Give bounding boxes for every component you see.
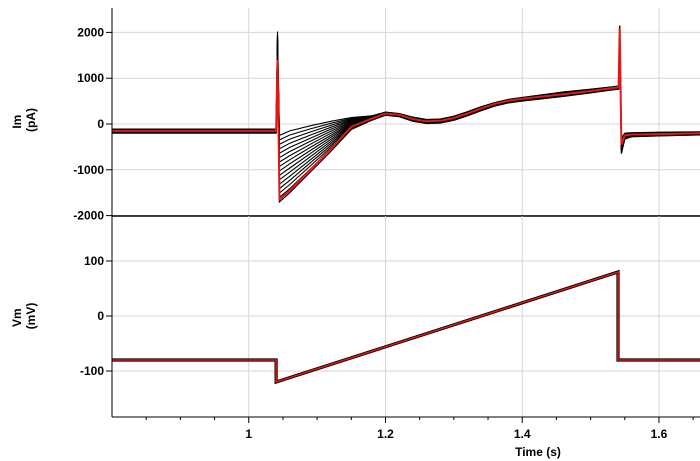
current-trace-sweep — [112, 28, 700, 168]
current-trace-sweep — [112, 30, 700, 186]
current-trace-sweep — [112, 31, 700, 199]
time-tick-label: 1.2 — [377, 427, 394, 441]
current-y-tick-label: 1000 — [77, 71, 104, 85]
current-trace-sweep — [112, 29, 700, 172]
current-trace-sweep — [112, 29, 700, 177]
voltage-panel: 100 0 -100 1 1.2 1.4 1.6 Vm (mV) Time (s) — [10, 216, 700, 459]
current-trace-sweep — [112, 31, 700, 195]
voltage-axis-label: Vm (mV) — [10, 303, 38, 330]
current-trace-sweep — [112, 27, 700, 159]
voltage-y-tick-label: 100 — [84, 254, 104, 268]
voltage-command-curve — [112, 269, 700, 385]
current-gridlines — [112, 8, 700, 217]
voltage-y-ticks: 100 0 -100 — [80, 254, 112, 378]
current-axis-name: Im — [10, 115, 24, 129]
time-x-ticks: 1 1.2 1.4 1.6 — [145, 417, 694, 441]
current-panel: 2000 1000 0 -1000 -2000 Im (pA) — [10, 8, 700, 223]
current-axis-label: Im (pA) — [10, 108, 38, 132]
current-axis-unit: (pA) — [24, 108, 38, 132]
current-trace-sweep — [112, 30, 700, 181]
current-y-tick-label: -2000 — [73, 209, 104, 223]
voltage-axis-name: Vm — [10, 308, 24, 327]
current-y-tick-label: 2000 — [77, 25, 104, 39]
current-y-ticks: 2000 1000 0 -1000 -2000 — [73, 25, 112, 223]
time-tick-label: 1.6 — [651, 427, 668, 441]
voltage-y-tick-label: -100 — [80, 364, 104, 378]
current-trace-sweep — [112, 30, 700, 190]
current-y-tick-label: -1000 — [73, 163, 104, 177]
voltage-axis-unit: (mV) — [24, 303, 38, 330]
voltage-y-tick-label: 0 — [97, 309, 104, 323]
current-trace-sweep — [112, 28, 700, 163]
voltage-command-red — [112, 270, 700, 384]
current-trace-sweep — [112, 26, 700, 146]
time-axis-label: Time (s) — [515, 445, 561, 459]
current-trace-family — [112, 25, 700, 204]
voltage-command-black — [112, 269, 700, 385]
voltage-gridlines — [112, 216, 700, 417]
current-y-tick-label: 0 — [97, 117, 104, 131]
current-fit-curve — [112, 27, 700, 202]
current-trace-sweep — [112, 25, 700, 141]
time-tick-label: 1.4 — [514, 427, 531, 441]
time-tick-label: 1 — [245, 427, 252, 441]
current-trace-sweep — [112, 25, 700, 140]
current-fit-line — [112, 27, 700, 202]
